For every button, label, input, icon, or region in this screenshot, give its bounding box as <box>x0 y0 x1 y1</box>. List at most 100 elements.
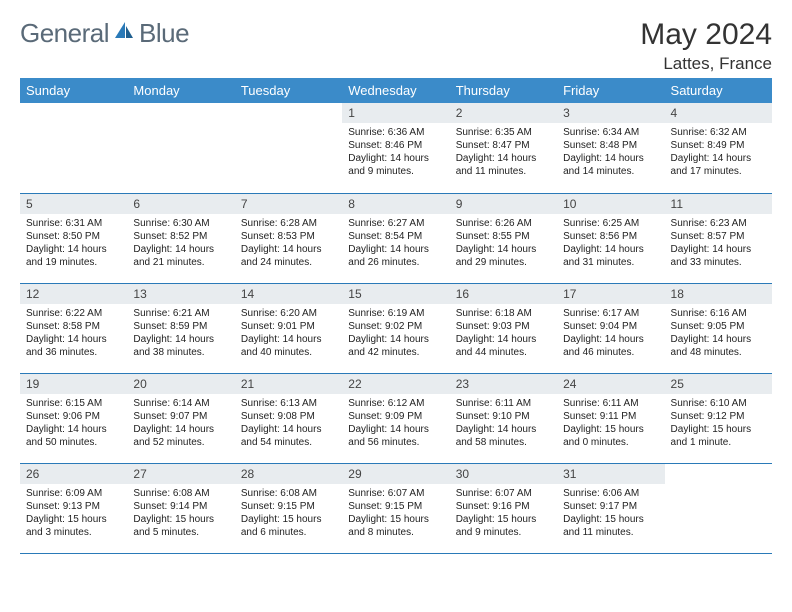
title-month: May 2024 <box>640 18 772 52</box>
day-number: 21 <box>235 374 342 394</box>
day-number: 7 <box>235 194 342 214</box>
daylight-text: Daylight: 15 hours and 9 minutes. <box>456 513 551 539</box>
day-body: Sunrise: 6:36 AMSunset: 8:46 PMDaylight:… <box>342 123 449 182</box>
day-body: Sunrise: 6:32 AMSunset: 8:49 PMDaylight:… <box>665 123 772 182</box>
calendar-cell: 23Sunrise: 6:11 AMSunset: 9:10 PMDayligh… <box>450 373 557 463</box>
day-number: 5 <box>20 194 127 214</box>
day-number: 29 <box>342 464 449 484</box>
day-body: Sunrise: 6:23 AMSunset: 8:57 PMDaylight:… <box>665 214 772 273</box>
daylight-text: Daylight: 14 hours and 42 minutes. <box>348 333 443 359</box>
daylight-text: Daylight: 14 hours and 9 minutes. <box>348 152 443 178</box>
calendar-cell <box>235 103 342 193</box>
calendar-cell: 11Sunrise: 6:23 AMSunset: 8:57 PMDayligh… <box>665 193 772 283</box>
day-number: 23 <box>450 374 557 394</box>
daylight-text: Daylight: 14 hours and 14 minutes. <box>563 152 658 178</box>
sunset-text: Sunset: 9:06 PM <box>26 410 121 423</box>
day-body: Sunrise: 6:11 AMSunset: 9:11 PMDaylight:… <box>557 394 664 453</box>
day-body: Sunrise: 6:30 AMSunset: 8:52 PMDaylight:… <box>127 214 234 273</box>
day-body: Sunrise: 6:12 AMSunset: 9:09 PMDaylight:… <box>342 394 449 453</box>
calendar-cell: 6Sunrise: 6:30 AMSunset: 8:52 PMDaylight… <box>127 193 234 283</box>
day-number: 4 <box>665 103 772 123</box>
day-number <box>665 464 772 470</box>
day-body: Sunrise: 6:27 AMSunset: 8:54 PMDaylight:… <box>342 214 449 273</box>
sunrise-text: Sunrise: 6:27 AM <box>348 217 443 230</box>
weekday-header: Friday <box>557 78 664 103</box>
day-body: Sunrise: 6:31 AMSunset: 8:50 PMDaylight:… <box>20 214 127 273</box>
day-number: 12 <box>20 284 127 304</box>
sunrise-text: Sunrise: 6:15 AM <box>26 397 121 410</box>
daylight-text: Daylight: 15 hours and 11 minutes. <box>563 513 658 539</box>
day-body: Sunrise: 6:20 AMSunset: 9:01 PMDaylight:… <box>235 304 342 363</box>
sunrise-text: Sunrise: 6:23 AM <box>671 217 766 230</box>
sunset-text: Sunset: 8:52 PM <box>133 230 228 243</box>
sunset-text: Sunset: 9:07 PM <box>133 410 228 423</box>
logo-text-blue: Blue <box>139 18 189 49</box>
sunset-text: Sunset: 9:15 PM <box>241 500 336 513</box>
day-body: Sunrise: 6:35 AMSunset: 8:47 PMDaylight:… <box>450 123 557 182</box>
daylight-text: Daylight: 14 hours and 21 minutes. <box>133 243 228 269</box>
day-body: Sunrise: 6:25 AMSunset: 8:56 PMDaylight:… <box>557 214 664 273</box>
sunrise-text: Sunrise: 6:19 AM <box>348 307 443 320</box>
calendar-row: 12Sunrise: 6:22 AMSunset: 8:58 PMDayligh… <box>20 283 772 373</box>
calendar-cell: 17Sunrise: 6:17 AMSunset: 9:04 PMDayligh… <box>557 283 664 373</box>
sunset-text: Sunset: 9:09 PM <box>348 410 443 423</box>
day-body: Sunrise: 6:26 AMSunset: 8:55 PMDaylight:… <box>450 214 557 273</box>
title-location: Lattes, France <box>640 54 772 74</box>
calendar-page: General Blue May 2024 Lattes, France Sun… <box>0 0 792 612</box>
calendar-head: Sunday Monday Tuesday Wednesday Thursday… <box>20 78 772 103</box>
day-number: 13 <box>127 284 234 304</box>
sunrise-text: Sunrise: 6:35 AM <box>456 126 551 139</box>
day-number: 28 <box>235 464 342 484</box>
day-body: Sunrise: 6:11 AMSunset: 9:10 PMDaylight:… <box>450 394 557 453</box>
sunset-text: Sunset: 8:53 PM <box>241 230 336 243</box>
sunrise-text: Sunrise: 6:13 AM <box>241 397 336 410</box>
weekday-header: Saturday <box>665 78 772 103</box>
calendar-cell: 13Sunrise: 6:21 AMSunset: 8:59 PMDayligh… <box>127 283 234 373</box>
daylight-text: Daylight: 14 hours and 36 minutes. <box>26 333 121 359</box>
calendar-cell: 30Sunrise: 6:07 AMSunset: 9:16 PMDayligh… <box>450 463 557 553</box>
sunrise-text: Sunrise: 6:11 AM <box>563 397 658 410</box>
daylight-text: Daylight: 15 hours and 3 minutes. <box>26 513 121 539</box>
daylight-text: Daylight: 15 hours and 5 minutes. <box>133 513 228 539</box>
day-body: Sunrise: 6:16 AMSunset: 9:05 PMDaylight:… <box>665 304 772 363</box>
day-number: 30 <box>450 464 557 484</box>
sunrise-text: Sunrise: 6:08 AM <box>241 487 336 500</box>
day-number: 3 <box>557 103 664 123</box>
sunrise-text: Sunrise: 6:26 AM <box>456 217 551 230</box>
calendar-cell: 8Sunrise: 6:27 AMSunset: 8:54 PMDaylight… <box>342 193 449 283</box>
daylight-text: Daylight: 14 hours and 26 minutes. <box>348 243 443 269</box>
page-header: General Blue May 2024 Lattes, France <box>20 18 772 74</box>
day-body: Sunrise: 6:21 AMSunset: 8:59 PMDaylight:… <box>127 304 234 363</box>
sunset-text: Sunset: 9:12 PM <box>671 410 766 423</box>
sunrise-text: Sunrise: 6:16 AM <box>671 307 766 320</box>
sunrise-text: Sunrise: 6:17 AM <box>563 307 658 320</box>
calendar-body: 1Sunrise: 6:36 AMSunset: 8:46 PMDaylight… <box>20 103 772 553</box>
calendar-cell: 14Sunrise: 6:20 AMSunset: 9:01 PMDayligh… <box>235 283 342 373</box>
day-number: 27 <box>127 464 234 484</box>
sunrise-text: Sunrise: 6:07 AM <box>348 487 443 500</box>
daylight-text: Daylight: 15 hours and 0 minutes. <box>563 423 658 449</box>
weekday-header: Wednesday <box>342 78 449 103</box>
calendar-cell: 3Sunrise: 6:34 AMSunset: 8:48 PMDaylight… <box>557 103 664 193</box>
calendar-cell: 7Sunrise: 6:28 AMSunset: 8:53 PMDaylight… <box>235 193 342 283</box>
daylight-text: Daylight: 14 hours and 29 minutes. <box>456 243 551 269</box>
sunset-text: Sunset: 9:04 PM <box>563 320 658 333</box>
sunrise-text: Sunrise: 6:34 AM <box>563 126 658 139</box>
day-number: 16 <box>450 284 557 304</box>
day-number <box>235 103 342 109</box>
weekday-row: Sunday Monday Tuesday Wednesday Thursday… <box>20 78 772 103</box>
calendar-cell: 27Sunrise: 6:08 AMSunset: 9:14 PMDayligh… <box>127 463 234 553</box>
logo: General Blue <box>20 18 189 49</box>
daylight-text: Daylight: 15 hours and 6 minutes. <box>241 513 336 539</box>
calendar-cell: 31Sunrise: 6:06 AMSunset: 9:17 PMDayligh… <box>557 463 664 553</box>
sunrise-text: Sunrise: 6:11 AM <box>456 397 551 410</box>
calendar-cell: 22Sunrise: 6:12 AMSunset: 9:09 PMDayligh… <box>342 373 449 463</box>
day-number: 2 <box>450 103 557 123</box>
calendar-row: 1Sunrise: 6:36 AMSunset: 8:46 PMDaylight… <box>20 103 772 193</box>
sunrise-text: Sunrise: 6:12 AM <box>348 397 443 410</box>
day-body: Sunrise: 6:06 AMSunset: 9:17 PMDaylight:… <box>557 484 664 543</box>
day-body: Sunrise: 6:09 AMSunset: 9:13 PMDaylight:… <box>20 484 127 543</box>
daylight-text: Daylight: 14 hours and 31 minutes. <box>563 243 658 269</box>
day-number: 26 <box>20 464 127 484</box>
sunset-text: Sunset: 8:54 PM <box>348 230 443 243</box>
